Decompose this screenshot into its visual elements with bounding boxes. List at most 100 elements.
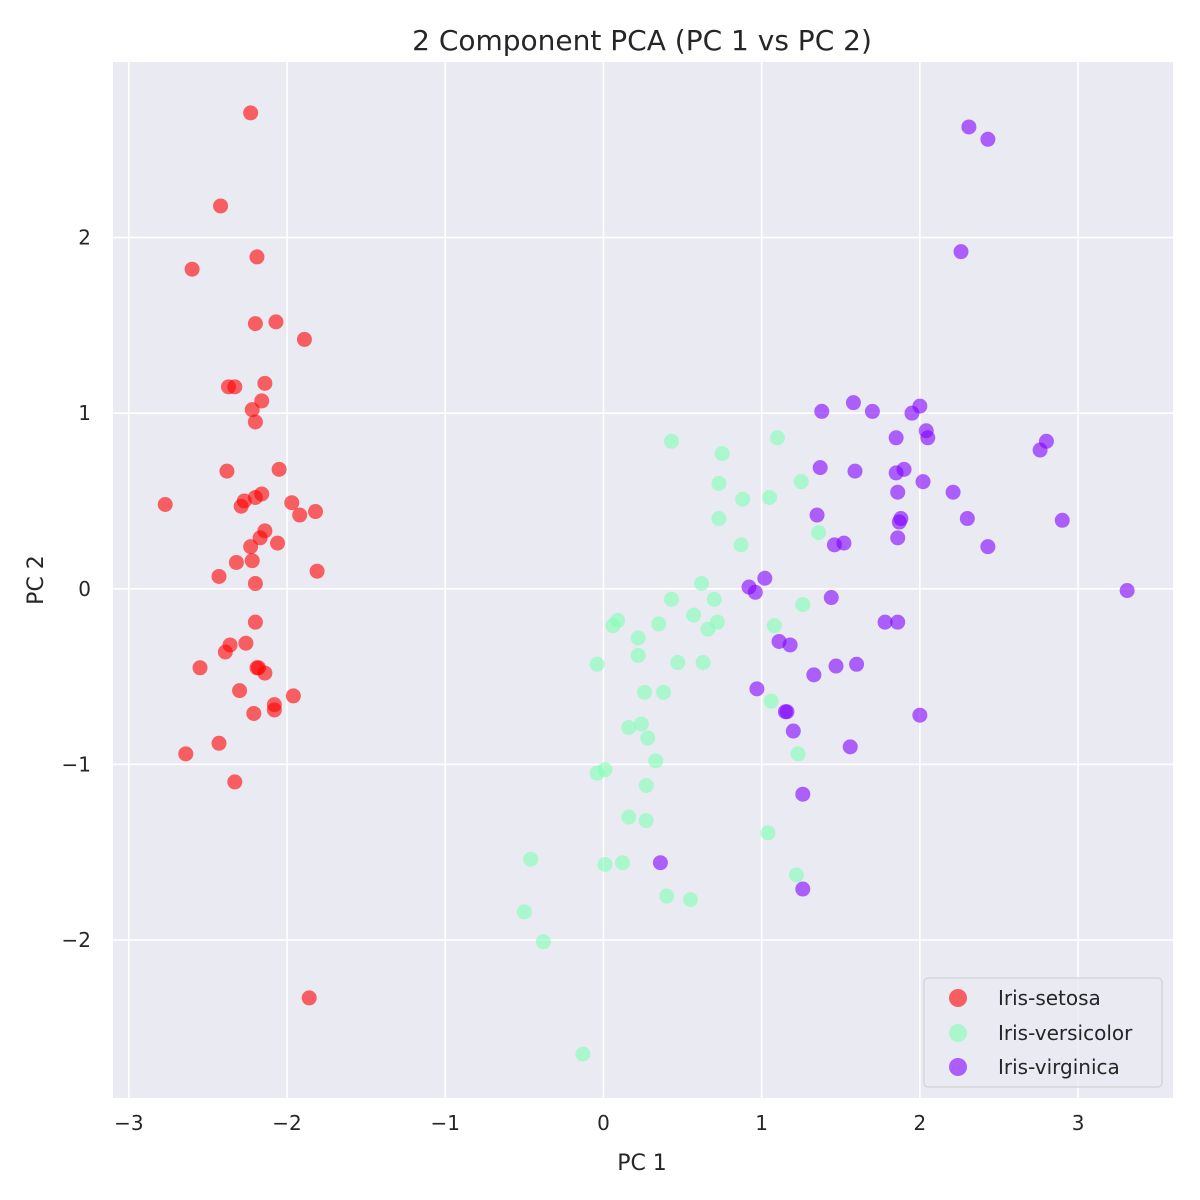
point-iris-versicolor (686, 607, 702, 623)
point-iris-versicolor (638, 813, 654, 829)
point-iris-setosa (232, 683, 248, 699)
point-iris-versicolor (516, 904, 532, 920)
point-iris-setosa (254, 486, 270, 502)
y-tick-label: 0 (78, 577, 91, 601)
point-iris-setosa (247, 316, 263, 332)
point-iris-setosa (284, 495, 300, 511)
point-iris-virginica (980, 539, 996, 555)
point-iris-setosa (254, 393, 270, 409)
point-iris-virginica (747, 584, 763, 600)
point-iris-virginica (809, 507, 825, 523)
point-iris-virginica (652, 855, 668, 871)
point-iris-versicolor (788, 867, 804, 883)
point-iris-virginica (823, 590, 839, 606)
point-iris-virginica (912, 707, 928, 723)
point-iris-setosa (270, 535, 286, 551)
x-axis-title: PC 1 (617, 1151, 667, 1176)
point-iris-setosa (252, 530, 268, 546)
point-iris-virginica (959, 511, 975, 527)
point-iris-virginica (864, 403, 880, 419)
point-iris-setosa (257, 665, 273, 681)
point-iris-virginica (814, 403, 830, 419)
point-iris-virginica (920, 430, 936, 446)
point-iris-versicolor (621, 809, 637, 825)
point-iris-virginica (953, 244, 969, 260)
point-iris-versicolor (605, 618, 621, 634)
chart-title: 2 Component PCA (PC 1 vs PC 2) (412, 24, 872, 57)
point-iris-setosa (184, 261, 200, 277)
point-iris-versicolor (695, 655, 711, 671)
y-tick-label: −2 (62, 928, 91, 952)
point-iris-virginica (980, 131, 996, 147)
legend-marker-iris-setosa (949, 989, 967, 1007)
point-iris-versicolor (670, 655, 686, 671)
y-tick-label: 2 (78, 226, 91, 250)
point-iris-setosa (243, 539, 259, 555)
point-iris-setosa (211, 735, 227, 751)
point-iris-versicolor (633, 716, 649, 732)
point-iris-virginica (890, 614, 906, 630)
point-iris-virginica (782, 637, 798, 653)
point-iris-versicolor (663, 433, 679, 449)
point-iris-virginica (891, 514, 907, 530)
x-tick-label: 3 (1072, 1111, 1085, 1135)
point-iris-versicolor (638, 777, 654, 793)
point-iris-setosa (285, 688, 301, 704)
point-iris-virginica (961, 119, 977, 135)
x-axis-ticks: −3 −2 −1 0 1 2 3 (114, 1111, 1084, 1135)
point-iris-virginica (890, 530, 906, 546)
point-iris-versicolor (637, 684, 653, 700)
point-iris-virginica (795, 786, 811, 802)
point-iris-versicolor (706, 591, 722, 607)
point-iris-versicolor (640, 730, 656, 746)
point-iris-setosa (243, 105, 259, 121)
y-tick-label: 1 (78, 401, 91, 425)
point-iris-versicolor (766, 618, 782, 634)
point-iris-setosa (244, 553, 260, 569)
point-iris-virginica (1032, 442, 1048, 458)
x-tick-label: 1 (755, 1111, 768, 1135)
series-iris-setosa (157, 105, 325, 1006)
y-axis-ticks: −2 −1 0 1 2 (62, 226, 91, 952)
point-iris-virginica (1054, 512, 1070, 528)
point-iris-versicolor (700, 621, 716, 637)
point-iris-versicolor (575, 1046, 591, 1062)
legend: Iris-setosa Iris-versicolor Iris-virgini… (923, 977, 1163, 1088)
point-iris-setosa (233, 498, 249, 514)
point-iris-setosa (257, 375, 273, 391)
point-iris-virginica (1119, 583, 1135, 599)
point-iris-setosa (227, 774, 243, 790)
legend-box (923, 977, 1163, 1088)
point-iris-versicolor (663, 591, 679, 607)
point-iris-versicolor (711, 475, 727, 491)
point-iris-versicolor (656, 684, 672, 700)
point-iris-setosa (192, 660, 208, 676)
point-iris-setosa (271, 461, 287, 477)
point-iris-virginica (896, 461, 912, 477)
point-iris-virginica (847, 463, 863, 479)
point-iris-setosa (247, 576, 263, 592)
point-iris-versicolor (523, 851, 539, 867)
point-iris-versicolor (760, 825, 776, 841)
point-iris-virginica (877, 614, 893, 630)
x-tick-label: −3 (114, 1111, 143, 1135)
point-iris-versicolor (769, 430, 785, 446)
point-iris-setosa (244, 402, 260, 418)
point-iris-setosa (247, 414, 263, 430)
point-iris-setosa (211, 568, 227, 584)
point-iris-virginica (888, 430, 904, 446)
point-iris-virginica (836, 535, 852, 551)
point-iris-setosa (301, 990, 317, 1006)
legend-label-iris-setosa: Iris-setosa (998, 986, 1101, 1010)
point-iris-setosa (227, 379, 243, 395)
x-tick-label: 0 (597, 1111, 610, 1135)
point-iris-virginica (912, 398, 928, 414)
point-iris-versicolor (621, 719, 637, 735)
point-iris-virginica (806, 667, 822, 683)
point-iris-setosa (157, 496, 173, 512)
plot-area (113, 62, 1173, 1098)
point-iris-setosa (217, 644, 233, 660)
point-iris-setosa (292, 507, 308, 523)
point-iris-virginica (795, 881, 811, 897)
